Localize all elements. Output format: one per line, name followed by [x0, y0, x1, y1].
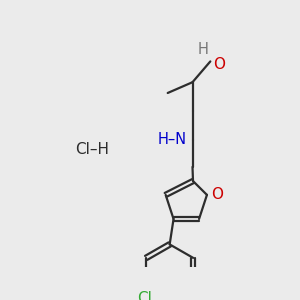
Text: H: H [197, 42, 208, 57]
Text: O: O [213, 57, 225, 72]
Text: H–N: H–N [157, 132, 186, 147]
Text: Cl–H: Cl–H [75, 142, 109, 158]
Text: O: O [211, 188, 223, 202]
Text: Cl: Cl [137, 291, 152, 300]
